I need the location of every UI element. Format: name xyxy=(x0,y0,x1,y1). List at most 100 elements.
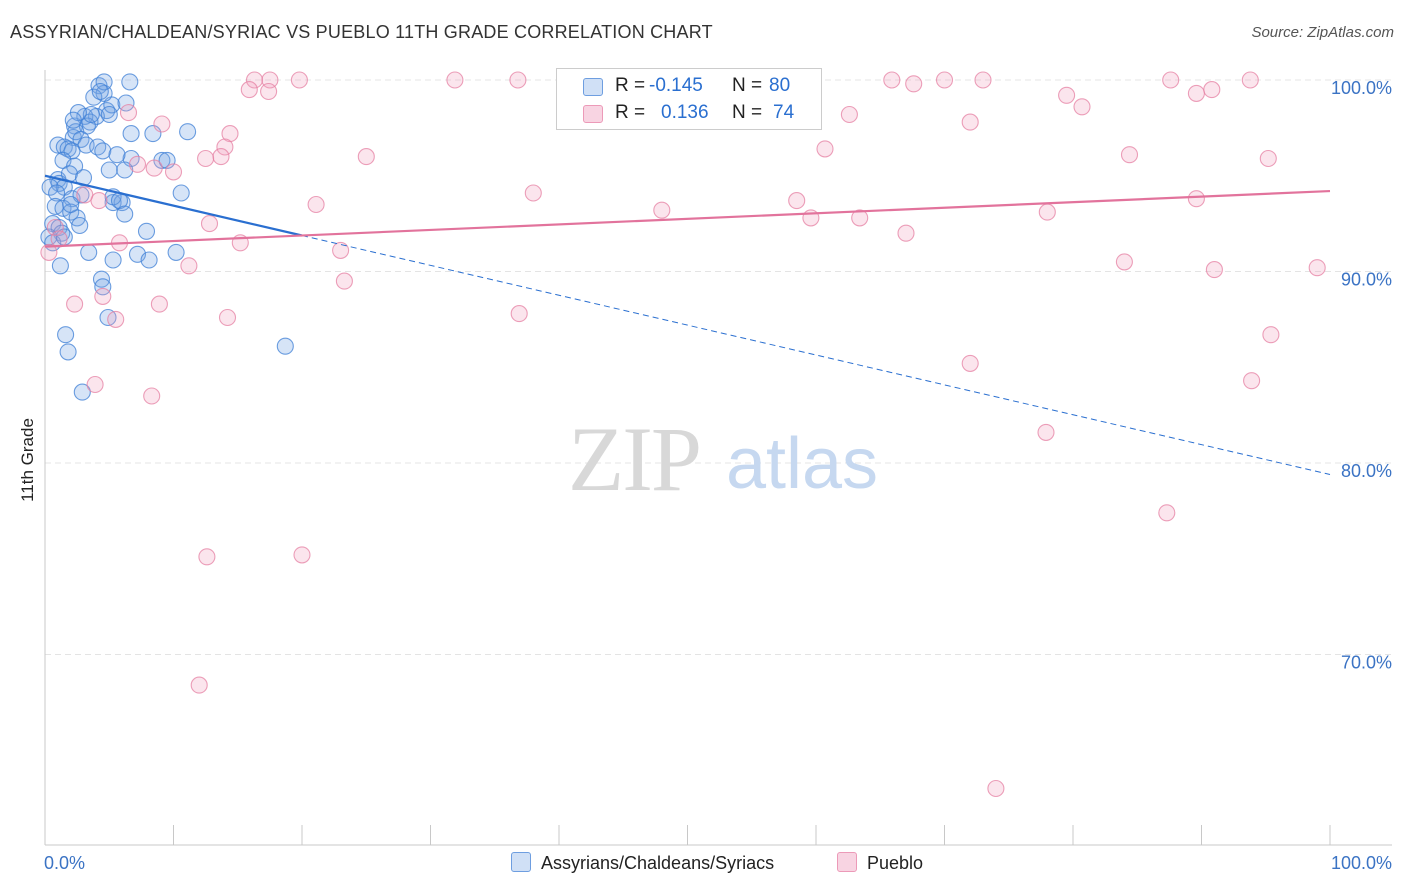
assyrians-point xyxy=(95,73,113,91)
assyrians-point xyxy=(73,383,91,401)
assyrians-point xyxy=(41,178,59,196)
assyrians-trend-extension xyxy=(301,235,1331,475)
legend-n-label: N = xyxy=(732,75,763,96)
pueblo-point xyxy=(221,125,239,143)
assyrians-point xyxy=(100,161,118,179)
pueblo-point xyxy=(357,148,375,166)
pueblo-point xyxy=(851,209,869,227)
pueblo-point xyxy=(218,308,237,327)
assyrians-trend-line xyxy=(44,174,303,237)
assyrians-point xyxy=(71,216,89,235)
pueblo-point xyxy=(1203,81,1221,99)
y-tick-label: 70.0% xyxy=(1341,653,1392,673)
pueblo-point xyxy=(143,387,161,405)
pueblo-point xyxy=(198,548,216,566)
legend-swatch-blue xyxy=(583,78,603,96)
pueblo-point xyxy=(961,113,979,131)
pueblo-point xyxy=(86,375,104,394)
pueblo-point xyxy=(212,148,230,166)
pueblo-point xyxy=(1262,326,1280,344)
pueblo-point xyxy=(1205,261,1223,279)
pueblo-point xyxy=(197,149,215,168)
pueblo-point xyxy=(107,310,125,328)
assyrians-point xyxy=(276,337,294,355)
legend-r-label: R = xyxy=(615,102,646,123)
assyrians-point xyxy=(59,343,77,361)
assyrians-point xyxy=(85,88,103,106)
pueblo-point xyxy=(1073,98,1091,116)
pueblo-point xyxy=(40,243,58,261)
assyrians-point xyxy=(179,123,197,141)
pueblo-point xyxy=(510,305,528,323)
y-tick-label: 90.0% xyxy=(1341,270,1392,290)
pueblo-point xyxy=(1259,149,1277,168)
pueblo-point xyxy=(905,75,923,93)
pueblo-point xyxy=(1120,146,1139,164)
assyrians-point xyxy=(62,195,80,214)
pueblo-point xyxy=(653,201,671,219)
pueblo-point xyxy=(1037,423,1055,441)
pueblo-point xyxy=(145,159,163,177)
pueblo-point xyxy=(66,295,84,313)
pueblo-point xyxy=(974,71,992,89)
assyrians-point xyxy=(167,243,185,261)
assyrians-point xyxy=(64,111,82,129)
legend-n-value: 74 xyxy=(773,102,795,123)
pueblo-point xyxy=(150,295,168,313)
bottom-legend-assyrians: Assyrians/Chaldeans/Syriacs xyxy=(511,852,774,874)
legend-r-value: -0.145 xyxy=(649,75,703,96)
bottom-legend-swatch-blue xyxy=(511,852,531,872)
pueblo-point xyxy=(153,115,171,133)
pueblo-point xyxy=(94,287,112,305)
assyrians-point xyxy=(94,142,112,160)
watermark: ZIP atlas xyxy=(568,408,878,510)
legend-swatch-pink xyxy=(583,105,603,123)
pueblo-point xyxy=(883,71,901,89)
pueblo-point xyxy=(840,105,858,124)
pueblo-point xyxy=(307,195,325,214)
pueblo-point xyxy=(1158,504,1176,522)
source-label: Source: ZipAtlas.com xyxy=(1251,24,1394,41)
assyrians-point xyxy=(117,94,135,112)
bottom-legend-label: Assyrians/Chaldeans/Syriacs xyxy=(541,853,775,873)
correlation-legend: R = -0.145 N = 80 R = 0.136 N = 74 xyxy=(556,68,822,130)
pueblo-point xyxy=(50,230,68,248)
pueblo-point xyxy=(1243,372,1261,390)
assyrians-point xyxy=(116,161,134,179)
assyrians-point xyxy=(91,82,109,101)
assyrians-point xyxy=(51,257,69,275)
pueblo-point xyxy=(816,140,834,158)
pueblo-point xyxy=(245,71,264,89)
tick-labels: 70.0% 80.0% 90.0% 100.0% 0.0% 100.0% xyxy=(44,78,1392,873)
pueblo-point xyxy=(1058,86,1076,104)
pueblo-point xyxy=(1187,190,1205,208)
assyrians-point xyxy=(121,73,139,91)
legend-n-label: N = xyxy=(732,102,763,123)
pueblo-point xyxy=(260,82,278,101)
y-tick-label: 100.0% xyxy=(1331,78,1392,98)
pueblo-point xyxy=(293,546,311,564)
bottom-legend-label: Pueblo xyxy=(867,853,924,873)
trend-lines xyxy=(44,174,1331,475)
pueblo-point xyxy=(1038,203,1056,221)
pueblo-point xyxy=(332,241,350,259)
assyrians-point xyxy=(54,199,72,217)
assyrians-point xyxy=(80,243,98,261)
gridlines xyxy=(45,79,1392,655)
pueblo-trend-line xyxy=(44,189,1331,248)
pueblo-point xyxy=(46,218,64,237)
pueblo-point xyxy=(190,676,208,694)
legend-n-value: 80 xyxy=(769,75,791,96)
assyrians-point xyxy=(108,146,126,164)
pueblo-point xyxy=(935,71,954,89)
bottom-legend-swatch-pink xyxy=(837,852,857,872)
pueblo-point xyxy=(987,779,1005,798)
assyrians-point xyxy=(172,184,190,202)
y-tick-label: 80.0% xyxy=(1341,461,1392,481)
assyrians-point xyxy=(137,222,156,240)
bottom-legend-pueblo: Pueblo xyxy=(837,852,923,874)
assyrians-point xyxy=(82,105,100,124)
pueblo-point xyxy=(524,184,542,202)
assyrians-point xyxy=(57,326,75,344)
assyrians-point xyxy=(116,205,134,223)
